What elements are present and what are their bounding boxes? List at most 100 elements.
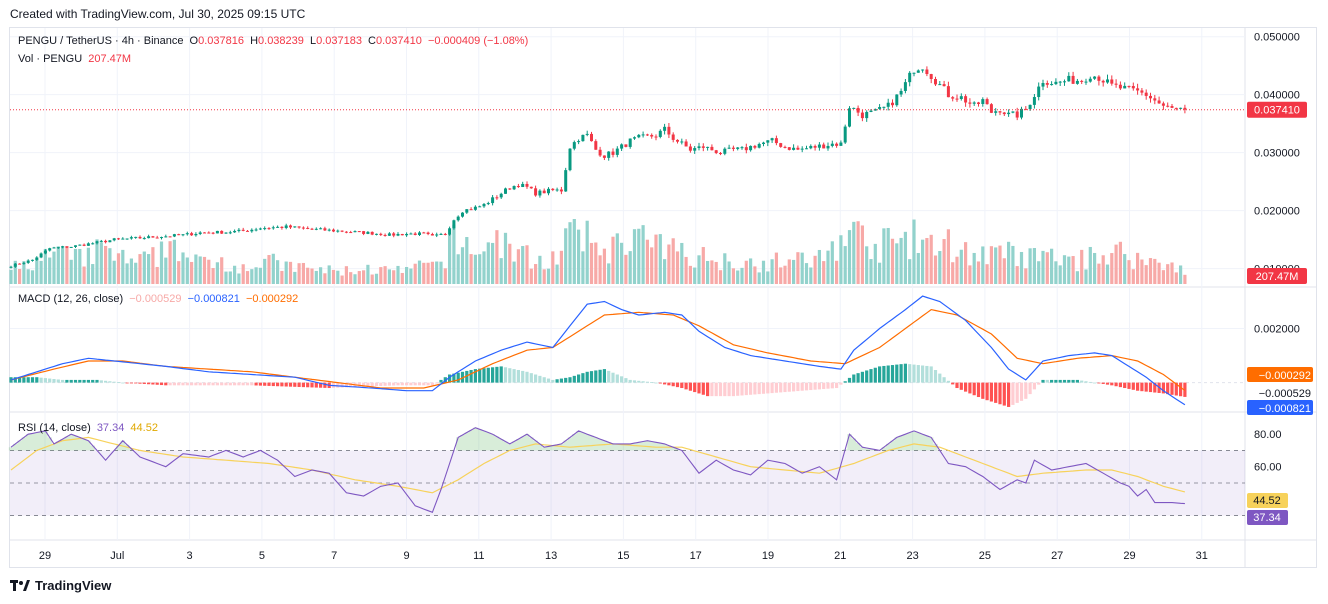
candle-body: [293, 226, 297, 228]
x-tick-label: 15: [617, 550, 629, 562]
volume-bar: [495, 230, 499, 284]
volume-bar: [899, 237, 903, 284]
volume-bar: [534, 264, 538, 284]
macd-histogram-bar: [362, 382, 366, 387]
macd-signal-label: −0.000292: [1259, 370, 1311, 382]
macd-histogram-bar: [826, 382, 830, 389]
rsi-badge: [1247, 510, 1288, 525]
candle-body: [1166, 105, 1170, 107]
volume-bar: [293, 271, 297, 284]
symbol-label[interactable]: PENGU / TetherUS · 4h · Binance: [18, 35, 184, 47]
candle-body: [336, 230, 340, 232]
volume-bar: [804, 263, 809, 284]
volume-bar: [142, 251, 146, 284]
volume-bar: [680, 242, 684, 284]
volume-bar: [628, 251, 632, 284]
x-tick-label: 3: [187, 550, 193, 562]
candle-body: [835, 143, 839, 146]
volume-bar: [82, 266, 86, 284]
volume-bar: [555, 264, 559, 284]
macd-histogram-bar: [1071, 379, 1075, 383]
x-tick-label: 7: [331, 550, 337, 562]
candle-body: [1037, 86, 1041, 98]
macd-histogram-bar: [147, 382, 151, 385]
macd-histogram-bar: [194, 382, 198, 386]
candle-body: [817, 144, 821, 148]
macd-histogram-bar: [26, 377, 30, 383]
volume-bar: [30, 270, 35, 284]
volume-bar: [116, 253, 121, 284]
macd-histogram-bar: [61, 379, 65, 383]
candle-body: [783, 146, 787, 148]
macd-histogram-bar: [1114, 382, 1118, 387]
volume-bar: [336, 270, 340, 284]
candle-body: [52, 247, 56, 249]
macd-histogram-bar: [383, 382, 387, 386]
volume-label[interactable]: Vol · PENGU: [18, 53, 83, 65]
macd-histogram-bar: [779, 382, 783, 393]
volume-bar: [512, 261, 516, 284]
macd-histogram-bar: [1062, 379, 1067, 383]
candle-body: [203, 232, 206, 234]
macd-histogram-bar: [1140, 382, 1144, 392]
candle-body: [641, 134, 645, 136]
macd-histogram-bar: [658, 382, 662, 384]
candle-body: [830, 143, 834, 146]
macd-histogram-bar: [645, 381, 649, 383]
volume-bar: [671, 238, 675, 284]
volume-bar: [607, 263, 611, 284]
volume-bar: [873, 243, 877, 284]
volume-bar: [852, 221, 856, 284]
volume-bar: [568, 222, 572, 284]
rsi-value: 37.34: [96, 422, 125, 434]
macd-histogram-bar: [650, 382, 654, 383]
volume-bar: [1007, 241, 1011, 284]
macd-histogram-bar: [69, 379, 73, 383]
candle-body: [357, 231, 361, 233]
macd-histogram-bar: [392, 382, 396, 386]
macd-histogram-bar: [482, 368, 486, 383]
macd-histogram-bar: [667, 382, 671, 386]
volume-bar: [460, 247, 465, 284]
candle-body: [375, 233, 378, 235]
macd-histogram-bar: [220, 382, 224, 386]
volume-bar: [847, 230, 852, 284]
volume-bar: [353, 274, 357, 284]
candle-body: [968, 102, 972, 104]
macd-label[interactable]: MACD (12, 26, close): [18, 293, 124, 305]
candle-body: [78, 244, 82, 246]
macd-histogram-bar: [1015, 382, 1019, 403]
candle-body: [714, 150, 718, 154]
candle-body: [710, 146, 714, 151]
macd-histogram-bar: [503, 367, 508, 383]
candle-body: [989, 104, 993, 113]
volume-bar: [753, 266, 757, 284]
candle-body: [56, 247, 60, 249]
volume-bar: [1166, 264, 1170, 284]
rsi-label[interactable]: RSI (14, close): [18, 422, 91, 434]
volume-bar: [1084, 269, 1088, 284]
macd-histogram-bar: [1161, 382, 1165, 394]
volume-bar: [684, 256, 688, 284]
main-legend: PENGU / TetherUS · 4h · Binance O0.03781…: [18, 35, 531, 47]
tradingview-footer[interactable]: TradingView: [10, 578, 111, 593]
candle-body: [241, 229, 245, 231]
volume-bar: [718, 270, 723, 284]
candle-body: [839, 142, 843, 146]
volume-bar: [245, 271, 250, 284]
macd-histogram-bar: [817, 382, 821, 390]
candle-body: [413, 233, 417, 235]
macd-histogram-bar: [267, 382, 271, 386]
candle-body: [564, 170, 568, 192]
macd-histogram-bar: [370, 382, 374, 387]
volume-bar: [1045, 252, 1049, 284]
macd-histogram-bar: [951, 382, 955, 385]
candle-body: [443, 233, 447, 235]
candle-body: [194, 233, 198, 236]
macd-histogram-bar: [417, 382, 422, 386]
macd-histogram-bar: [654, 382, 658, 384]
volume-bar: [164, 257, 168, 284]
candle-body: [1032, 97, 1036, 105]
candle-body: [955, 98, 959, 100]
